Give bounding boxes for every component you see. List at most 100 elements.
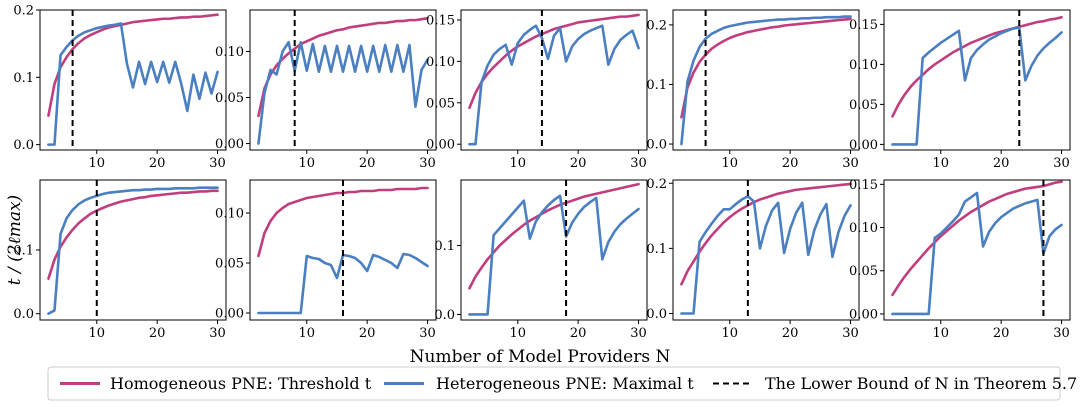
x-tick-label: 20 (570, 326, 587, 341)
y-tick-label: 0.10 (215, 207, 244, 222)
axes-frame (672, 179, 860, 321)
x-tick-label: 20 (993, 326, 1010, 341)
heterogeneous-maximal-line (891, 26, 1063, 146)
y-tick-label: 0.2 (13, 4, 34, 19)
y-tick-label: 0.2 (646, 18, 667, 33)
y-tick-label: 0.0 (13, 307, 34, 322)
homogeneous-threshold-line (680, 17, 852, 119)
homogeneous-threshold-line (468, 182, 640, 290)
y-tick-label: 0.1 (646, 78, 667, 93)
y-tick-label: 0.05 (215, 91, 244, 106)
subplot-9: 10 20 30 0.0 0.1 0.2 (646, 177, 860, 341)
axes-frame (249, 9, 437, 151)
x-tick-label: 10 (932, 326, 949, 341)
homogeneous-threshold-line (47, 13, 219, 117)
homogeneous-threshold-line (680, 182, 852, 286)
x-tick-label: 30 (419, 156, 436, 171)
heterogeneous-maximal-line (47, 22, 219, 146)
x-tick-label: 20 (570, 156, 587, 171)
homogeneous-threshold-line (891, 15, 1063, 118)
x-tick-label: 30 (1053, 326, 1070, 341)
subplot-7: 10 20 30 0.00 0.05 0.10 (215, 179, 437, 341)
y-tick-label: 0.0 (434, 308, 455, 323)
y-tick-label: 0.00 (849, 307, 878, 322)
y-tick-label: 0.10 (426, 55, 455, 70)
x-tick-label: 30 (842, 156, 859, 171)
homogeneous-threshold-line (257, 16, 429, 118)
legend-label-lower-bound: The Lower Bound of N in Theorem 5.7 (765, 374, 1077, 393)
legend-label-heterogeneous: Heterogeneous PNE: Maximal t (436, 374, 694, 393)
legend: Homogeneous PNE: Threshold t Heterogeneo… (47, 366, 1077, 401)
axes-frame (39, 179, 227, 321)
subplot-2: 10 20 30 0.00 0.05 0.10 (215, 9, 437, 171)
axes-frame (672, 9, 860, 151)
y-tick-label: 0.0 (13, 138, 34, 153)
legend-label-homogeneous: Homogeneous PNE: Threshold t (110, 374, 372, 393)
heterogeneous-maximal-line (891, 191, 1063, 316)
subplot-5: 10 20 30 0.00 0.05 0.10 0.15 (849, 9, 1071, 171)
y-tick-label: 0.15 (426, 13, 455, 28)
x-tick-label: 20 (149, 326, 166, 341)
subplot-4: 10 20 30 0.0 0.1 0.2 (646, 9, 860, 171)
y-tick-label: 0.15 (849, 178, 878, 193)
x-tick-label: 10 (88, 156, 105, 171)
x-tick-label: 10 (932, 156, 949, 171)
x-tick-label: 20 (993, 156, 1010, 171)
y-tick-label: 0.05 (849, 98, 878, 113)
subplot-1: 10 20 30 0.0 0.1 0.2 (13, 4, 227, 171)
x-tick-label: 10 (298, 326, 315, 341)
homogeneous-threshold-line (47, 189, 219, 280)
y-tick-label: 0.00 (215, 307, 244, 322)
y-tick-label: 0.10 (849, 58, 878, 73)
x-tick-label: 20 (359, 326, 376, 341)
heterogeneous-maximal-line (468, 24, 640, 146)
x-tick-label: 30 (1053, 156, 1070, 171)
panels: 10 20 30 0.0 0.1 0.2 10 20 30 0.00 0.05 0.10 10 20 30 0… (13, 4, 1071, 341)
x-tick-label: 10 (721, 156, 738, 171)
x-tick-label: 20 (782, 326, 799, 341)
x-tick-label: 30 (630, 326, 647, 341)
y-tick-label: 0.10 (849, 221, 878, 236)
heterogeneous-maximal-line (257, 40, 429, 145)
y-tick-label: 0.1 (434, 239, 455, 254)
axes-frame (39, 9, 227, 151)
x-tick-label: 30 (842, 326, 859, 341)
axes-frame (460, 179, 648, 321)
x-tick-label: 20 (782, 156, 799, 171)
x-tick-label: 30 (209, 156, 226, 171)
heterogeneous-maximal-line (680, 194, 852, 315)
y-tick-label: 0.15 (849, 18, 878, 33)
heterogeneous-maximal-line (680, 15, 852, 146)
x-tick-label: 10 (509, 156, 526, 171)
x-tick-label: 10 (88, 326, 105, 341)
x-tick-label: 20 (359, 156, 376, 171)
y-tick-label: 0.05 (215, 257, 244, 272)
subplot-6: 10 20 30 0.0 0.1 (13, 179, 227, 341)
y-tick-label: 0.05 (426, 96, 455, 111)
homogeneous-threshold-line (468, 13, 640, 110)
x-axis-label: Number of Model Providers N (410, 347, 671, 367)
y-tick-label: 0.1 (13, 244, 34, 259)
y-tick-label: 0.00 (426, 138, 455, 153)
subplot-3: 10 20 30 0.00 0.05 0.10 0.15 (426, 9, 648, 171)
x-tick-label: 10 (298, 156, 315, 171)
subplot-10: 10 20 30 0.00 0.05 0.10 0.15 (849, 178, 1071, 341)
heterogeneous-maximal-line (47, 186, 219, 315)
x-tick-label: 10 (721, 326, 738, 341)
homogeneous-threshold-line (891, 180, 1063, 297)
subplot-8: 10 20 30 0.0 0.1 (434, 179, 648, 341)
axes-frame (883, 179, 1071, 321)
y-tick-label: 0.05 (849, 264, 878, 279)
y-tick-label: 0.00 (215, 137, 244, 152)
y-axis-label: t / (2ℓmax) (5, 195, 25, 285)
axes-frame (883, 9, 1071, 151)
y-tick-label: 0.2 (646, 177, 667, 192)
x-tick-label: 30 (630, 156, 647, 171)
y-tick-label: 0.00 (849, 138, 878, 153)
x-tick-label: 30 (209, 326, 226, 341)
heterogeneous-maximal-line (468, 194, 640, 316)
y-tick-label: 0.10 (215, 45, 244, 60)
x-tick-label: 20 (149, 156, 166, 171)
y-tick-label: 0.1 (13, 71, 34, 86)
